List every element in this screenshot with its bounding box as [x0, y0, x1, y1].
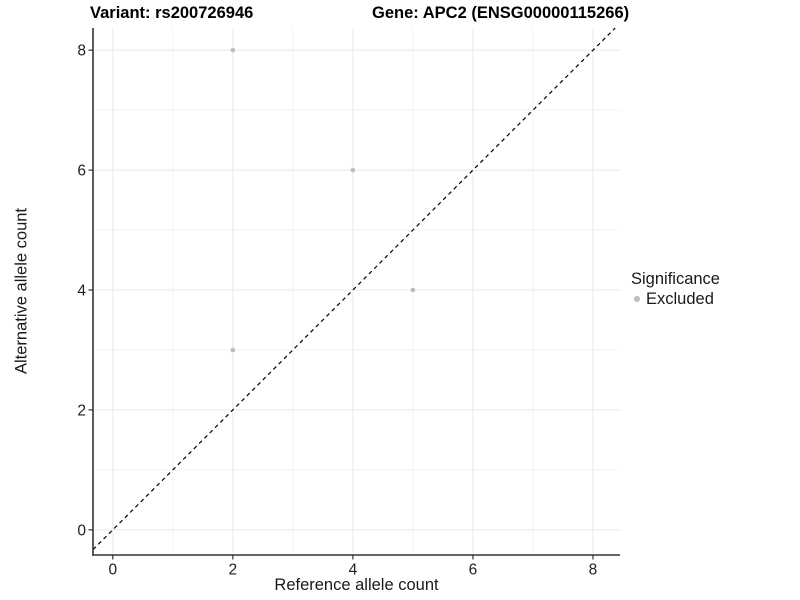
- x-axis-title: Reference allele count: [274, 576, 439, 594]
- legend-item-excluded: Excluded: [631, 289, 720, 309]
- x-tick-label: 2: [229, 562, 238, 579]
- identity-dashed-line: [92, 27, 616, 551]
- y-tick-label: 6: [77, 163, 86, 180]
- legend-title: Significance: [631, 270, 720, 288]
- data-point: [410, 287, 416, 293]
- data-point: [230, 347, 236, 353]
- y-axis-title: Alternative allele count: [12, 207, 31, 375]
- data-point: [230, 47, 236, 53]
- y-tick-label: 0: [77, 522, 86, 539]
- legend: Significance Excluded: [631, 269, 720, 309]
- y-tick-label: 4: [77, 283, 86, 300]
- x-tick-label: 4: [349, 562, 358, 579]
- legend-item-label: Excluded: [646, 290, 714, 308]
- plot-title-gene: Gene: APC2 (ENSG00000115266): [372, 4, 630, 22]
- x-tick-label: 8: [589, 562, 598, 579]
- y-tick-label: 8: [77, 43, 86, 60]
- legend-point-icon: [634, 296, 640, 302]
- x-tick-label: 6: [469, 562, 478, 579]
- y-tick-label: 2: [77, 402, 86, 419]
- plot-title-variant: Variant: rs200726946: [90, 4, 254, 22]
- x-tick-label: 0: [108, 562, 117, 579]
- data-point: [350, 167, 356, 173]
